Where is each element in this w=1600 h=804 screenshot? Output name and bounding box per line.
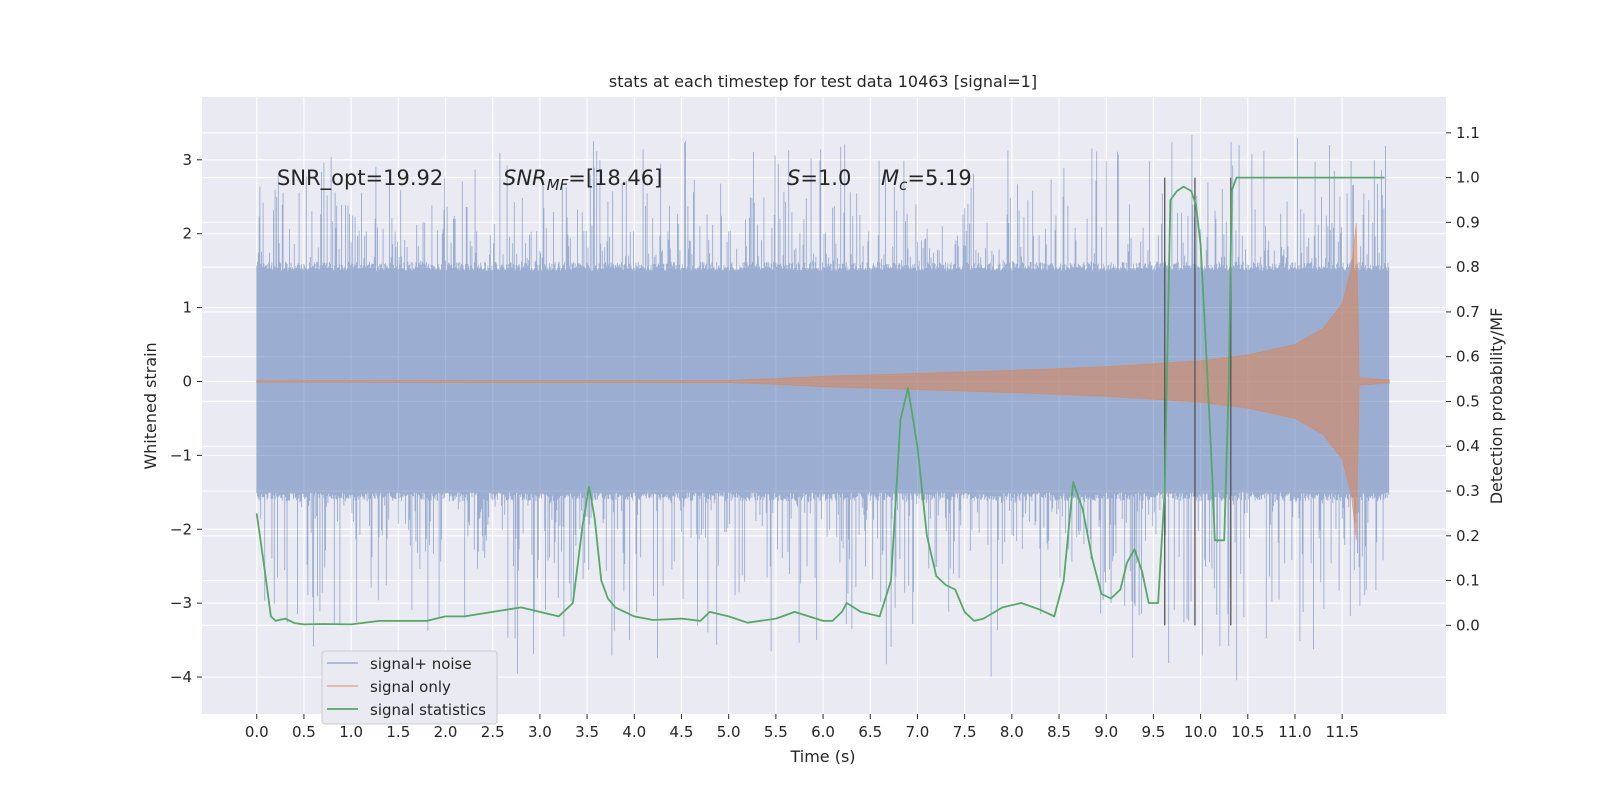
x-tick-label: 6.5 — [858, 723, 882, 741]
x-tick-label: 1.5 — [386, 723, 410, 741]
y-right-tick-label: 0.1 — [1456, 572, 1480, 590]
signal-statistics-line — [255, 176, 1385, 626]
x-tick-label: 7.0 — [906, 723, 930, 741]
y-left-axis-label: Whitened strain — [141, 342, 160, 469]
legend-label-signal-noise: signal+ noise — [370, 655, 472, 673]
annotation-snr-mf-value: =[18.46] — [568, 166, 662, 190]
x-tick-label: 8.5 — [1047, 723, 1071, 741]
x-tick-label: 11.0 — [1278, 723, 1311, 741]
x-tick-label: 11.5 — [1325, 723, 1358, 741]
tick-layer: 0.0 0.5 1.0 1.5 2.0 2.5 3.0 3.5 4.0 4.5 5.0 5.5 6.0 6… — [170, 124, 1480, 741]
x-tick-label: 5.0 — [717, 723, 741, 741]
x-tick-label: 7.5 — [953, 723, 977, 741]
y-right-tick-label: 0.5 — [1456, 392, 1480, 410]
x-tick-label: 9.5 — [1141, 723, 1165, 741]
annotation-mc: Mc=5.19 — [881, 166, 972, 194]
x-tick-label: 2.5 — [481, 723, 505, 741]
annotation-mc-value: =5.19 — [907, 166, 971, 190]
data-layer — [255, 134, 1390, 681]
annotation-s-value: =1.0 — [800, 166, 851, 190]
y-left-tick-label: 2 — [182, 225, 192, 243]
x-axis-label: Time (s) — [789, 747, 855, 766]
y-left-tick-label: −2 — [170, 520, 192, 538]
x-tick-label: 4.0 — [622, 723, 646, 741]
legend-box — [321, 650, 498, 725]
y-right-tick-label: 0.6 — [1456, 348, 1480, 366]
annotation-snr-opt: SNR_opt=19.92 — [277, 166, 443, 191]
annotation-mc-base: M — [881, 166, 899, 190]
y-right-tick-label: 0.8 — [1456, 258, 1480, 276]
legend: signal+ noise signal only signal statist… — [321, 650, 498, 725]
annotation-mc-sub: c — [899, 176, 908, 194]
y-right-tick-label: 0.4 — [1456, 437, 1480, 455]
chart-title: stats at each timestep for test data 104… — [609, 72, 1037, 91]
x-tick-label: 0.5 — [292, 723, 316, 741]
x-tick-label: 3.5 — [575, 723, 599, 741]
y-right-tick-label: 1.1 — [1456, 124, 1480, 142]
y-right-axis-label: Detection probability/MF — [1487, 308, 1506, 505]
annotation-snr-mf-base: SNR — [503, 166, 547, 190]
x-tick-label: 1.0 — [339, 723, 363, 741]
y-left-tick-label: 1 — [182, 299, 192, 317]
y-right-tick-label: 0.0 — [1456, 616, 1480, 634]
x-tick-label: 0.0 — [245, 723, 269, 741]
annotation-s: S=1.0 — [787, 166, 851, 190]
annotation-s-symbol: S — [787, 166, 800, 190]
y-left-tick-label: −4 — [170, 668, 192, 686]
y-left-tick-label: −3 — [170, 594, 192, 612]
y-left-tick-label: 3 — [182, 151, 192, 169]
signal-only-trace — [256, 222, 1390, 541]
legend-label-signal-only: signal only — [370, 678, 451, 696]
x-tick-label: 10.5 — [1231, 723, 1264, 741]
y-left-tick-label: 0 — [182, 372, 192, 390]
y-right-tick-label: 0.7 — [1456, 303, 1480, 321]
x-tick-label: 2.0 — [434, 723, 458, 741]
annotations: SNR_opt=19.92 SNRMF=[18.46] S=1.0 Mc=5.1… — [277, 166, 972, 194]
x-tick-label: 3.0 — [528, 723, 552, 741]
x-tick-label: 9.0 — [1094, 723, 1118, 741]
x-tick-label: 4.5 — [670, 723, 694, 741]
x-tick-label: 5.5 — [764, 723, 788, 741]
legend-label-signal-statistics: signal statistics — [370, 701, 486, 719]
y-right-tick-label: 0.2 — [1456, 527, 1480, 545]
y-right-tick-label: 0.9 — [1456, 213, 1480, 231]
y-right-tick-label: 0.3 — [1456, 482, 1480, 500]
x-tick-label: 6.0 — [811, 723, 835, 741]
annotation-snr-mf-sub: MF — [547, 176, 569, 194]
x-tick-label: 10.0 — [1184, 723, 1217, 741]
y-left-tick-label: −1 — [170, 446, 192, 464]
y-right-tick-label: 1.0 — [1456, 169, 1480, 187]
x-tick-label: 8.0 — [1000, 723, 1024, 741]
annotation-snr-mf: SNRMF=[18.46] — [503, 166, 662, 194]
